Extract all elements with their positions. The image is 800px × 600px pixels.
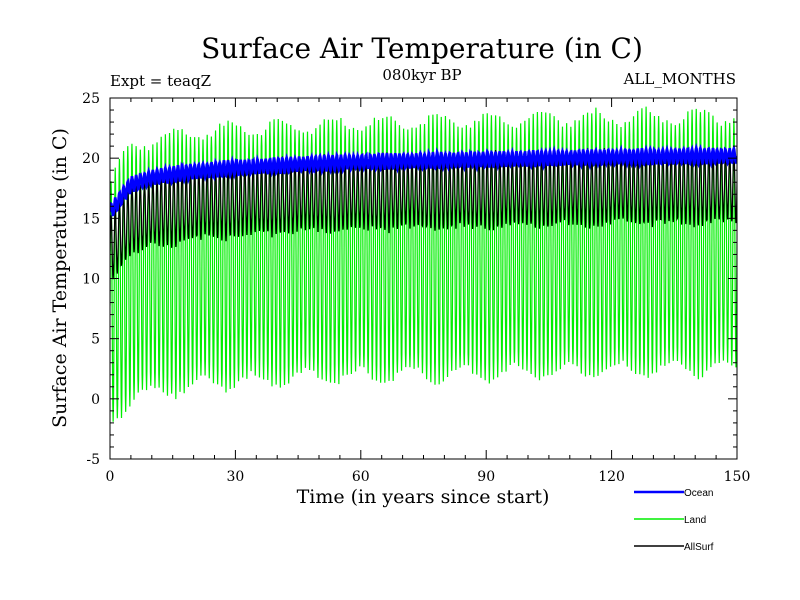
y-tick-label: 20 <box>82 151 100 167</box>
series-layer <box>110 106 737 422</box>
y-tick-label: 5 <box>91 332 100 348</box>
legend-label-allsurf: AllSurf <box>684 542 714 553</box>
y-tick-label: 15 <box>82 211 100 227</box>
y-tick-label: 0 <box>91 392 100 408</box>
y-tick-label: -5 <box>86 452 100 468</box>
axes-layer: -5 0 5 10 15 20 25 0 30 60 90 120 150 <box>82 91 750 485</box>
x-axis-label: Time (in years since start) <box>297 486 550 508</box>
legend: Ocean Land AllSurf <box>634 488 714 553</box>
legend-label-ocean: Ocean <box>684 488 713 499</box>
series-line-allsurf <box>110 147 737 280</box>
chart-title: Surface Air Temperature (in C) <box>201 32 643 65</box>
x-tick-label: 90 <box>477 469 495 485</box>
x-tick-label: 150 <box>724 469 751 485</box>
legend-label-land: Land <box>684 515 706 526</box>
x-tick-label: 60 <box>352 469 370 485</box>
y-tick-label: 10 <box>82 272 100 288</box>
series-line-ocean <box>110 142 737 217</box>
x-tick-label: 0 <box>106 469 115 485</box>
x-tick-label: 120 <box>598 469 625 485</box>
y-tick-label: 25 <box>82 91 100 107</box>
y-axis-label: Surface Air Temperature (in C) <box>49 128 71 428</box>
chart-subtitle: 080kyr BP <box>382 66 461 84</box>
experiment-label: Expt = teaqZ <box>110 72 211 90</box>
x-tick-label: 30 <box>226 469 244 485</box>
months-label: ALL_MONTHS <box>623 70 736 88</box>
series-line-land <box>110 106 737 422</box>
